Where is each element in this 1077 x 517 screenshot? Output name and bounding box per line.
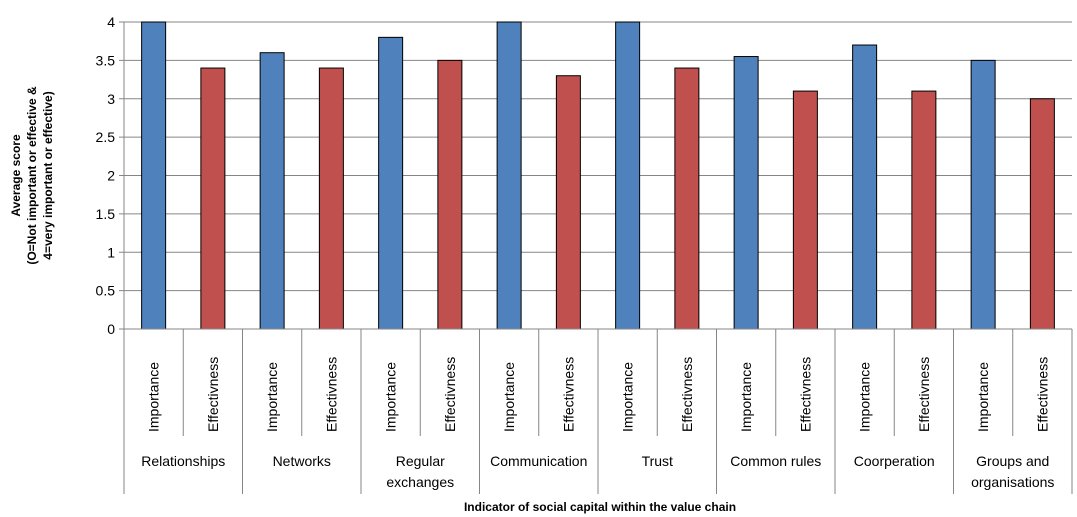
bar	[200, 67, 226, 330]
axes	[119, 21, 1073, 494]
y-tick-label: 2	[107, 168, 115, 184]
x-subcategory-label: Effectivness	[797, 357, 813, 432]
bar	[259, 52, 285, 330]
bar	[141, 21, 167, 330]
y-tick-labels: 0 0.5 1 1.5 2 2.5 3 3.5 4	[96, 14, 116, 337]
y-axis-title-line: Average score	[9, 134, 23, 217]
x-category-label: organisations	[971, 474, 1054, 490]
x-subcategory-label: Effectivness	[679, 357, 695, 432]
bar	[911, 90, 937, 330]
x-subcategory-label: Importance	[264, 362, 280, 432]
x-category-label: Groups and	[976, 453, 1049, 469]
x-subcategory-label: Effectivness	[323, 357, 339, 432]
x-subcategory-label: Importance	[975, 362, 991, 432]
bar	[615, 21, 641, 330]
y-tick-label: 0	[107, 321, 115, 337]
bar	[792, 90, 818, 330]
y-tick-label: 2.5	[96, 129, 116, 145]
bar	[496, 21, 522, 330]
x-tick-labels: Importance Effectivness Relationships Impor…	[141, 357, 1054, 490]
bar	[378, 36, 404, 330]
x-category-label: Regular	[396, 453, 445, 469]
y-tick-label: 1	[107, 244, 115, 260]
x-subcategory-label: Effectivness	[442, 357, 458, 432]
x-subcategory-label: Importance	[620, 362, 636, 432]
x-subcategory-label: Importance	[383, 362, 399, 432]
bar	[852, 44, 878, 330]
bar	[555, 75, 581, 330]
y-axis-title: Average score (O=Not important or effecti…	[9, 86, 55, 265]
x-category-label: Trust	[642, 453, 673, 469]
x-axis-title: Indicator of social capital within the v…	[464, 500, 736, 514]
x-category-label: Coorperation	[854, 453, 935, 469]
x-category-label: Communication	[490, 453, 587, 469]
bar	[437, 59, 463, 330]
y-tick-label: 3	[107, 91, 115, 107]
bar	[674, 67, 700, 330]
x-subcategory-label: Effectivness	[916, 357, 932, 432]
x-category-label: Networks	[273, 453, 331, 469]
bar	[318, 67, 344, 330]
y-tick-label: 3.5	[96, 52, 116, 68]
x-category-label: exchanges	[386, 474, 454, 490]
x-subcategory-label: Importance	[738, 362, 754, 432]
x-subcategory-label: Importance	[857, 362, 873, 432]
x-subcategory-label: Importance	[146, 362, 162, 432]
bar	[1029, 98, 1055, 330]
x-category-label: Relationships	[141, 453, 225, 469]
y-tick-label: 0.5	[96, 283, 116, 299]
x-subcategory-label: Effectivness	[205, 357, 221, 432]
y-axis-title-line: (O=Not important or effective &	[25, 86, 39, 265]
y-tick-label: 1.5	[96, 206, 116, 222]
x-subcategory-label: Effectivness	[560, 357, 576, 432]
x-subcategory-label: Importance	[501, 362, 517, 432]
bars	[141, 21, 1055, 330]
bar	[970, 59, 996, 330]
bar	[733, 56, 759, 330]
y-tick-label: 4	[107, 14, 115, 30]
y-axis-title-line: 4=very important or effective)	[41, 91, 55, 259]
x-subcategory-label: Effectivness	[1034, 357, 1050, 432]
x-category-label: Common rules	[730, 453, 821, 469]
